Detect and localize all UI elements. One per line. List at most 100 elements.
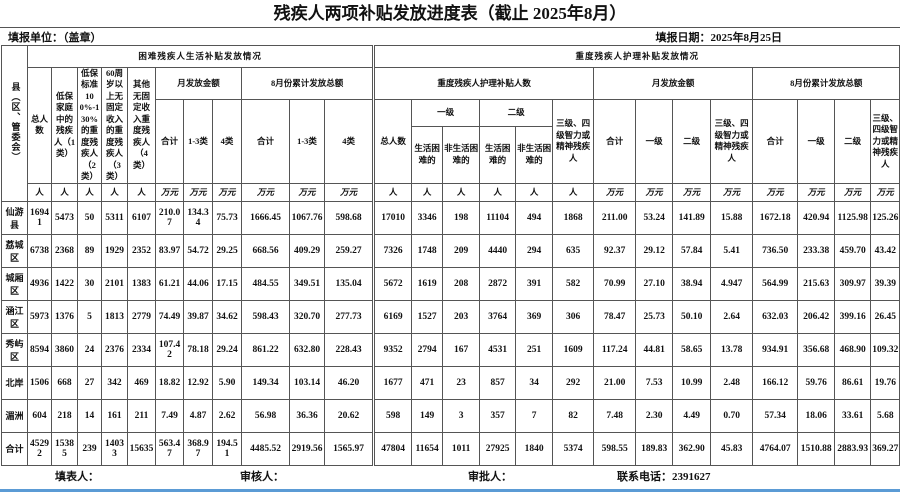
data-cell: 604 — [27, 398, 52, 433]
data-cell: 1510.88 — [797, 431, 836, 466]
data-cell: 43.42 — [870, 233, 900, 268]
row-label: 仙游县 — [1, 200, 28, 235]
data-cell: 471 — [411, 365, 444, 400]
data-cell: 2368 — [51, 233, 78, 268]
data-cell: 857 — [479, 365, 517, 400]
data-cell: 294 — [515, 233, 554, 268]
data-cell: 27 — [77, 365, 102, 400]
data-cell: 306 — [552, 299, 595, 334]
data-cell: 259.27 — [323, 233, 375, 268]
data-cell: 0.70 — [710, 398, 754, 433]
grade2-not-in-need: 非生活困难的 — [515, 125, 554, 184]
data-cell: 10.99 — [672, 365, 712, 400]
data-cell: 61.21 — [155, 266, 184, 301]
data-cell: 7 — [515, 398, 554, 433]
data-cell: 668 — [51, 365, 78, 400]
data-cell: 2376 — [101, 332, 128, 367]
unit-cell: 人 — [479, 182, 517, 202]
data-cell: 459.70 — [834, 233, 872, 268]
data-cell: 134.34 — [183, 200, 213, 235]
data-cell: 1125.98 — [834, 200, 872, 235]
data-cell: 2101 — [101, 266, 128, 301]
data-cell: 1422 — [51, 266, 78, 301]
table-row: 涵江区 5973 1376 5 1813 2779 74.49 39.87 34.62 598.4… — [1, 299, 900, 334]
data-cell: 82 — [552, 398, 595, 433]
unit-cell: 万元 — [212, 182, 242, 202]
left-cum-cat4: 4类 — [323, 99, 375, 184]
data-cell: 56.98 — [241, 398, 290, 433]
table-row: 合计 45292 15385 239 14033 15635 563.47 368.97 194… — [1, 431, 900, 466]
data-cell: 53.24 — [635, 200, 674, 235]
data-cell: 29.24 — [212, 332, 242, 367]
data-cell: 218 — [51, 398, 78, 433]
data-cell: 1527 — [411, 299, 444, 334]
data-cell: 4485.52 — [241, 431, 290, 466]
data-cell: 50 — [77, 200, 102, 235]
data-cell: 47804 — [372, 431, 413, 466]
data-cell: 368.97 — [183, 431, 213, 466]
right-count-group: 重度残疾人护理补贴人数 — [372, 67, 595, 100]
data-cell: 167 — [442, 332, 481, 367]
right-total-persons: 总人数 — [372, 99, 413, 184]
data-cell: 34.62 — [212, 299, 242, 334]
grade1-in-need: 生活困难的 — [411, 125, 444, 184]
data-cell: 632.03 — [752, 299, 799, 334]
data-cell: 420.94 — [797, 200, 836, 235]
data-cell: 149 — [411, 398, 444, 433]
data-cell: 5311 — [101, 200, 128, 235]
row-label: 城厢区 — [1, 266, 28, 301]
data-cell: 582 — [552, 266, 595, 301]
table-row: 仙游县 16941 5473 50 5311 6107 210.07 134.34 75.73 1… — [1, 200, 900, 235]
data-cell: 78.47 — [593, 299, 637, 334]
data-cell: 141.89 — [672, 200, 712, 235]
row-label: 北岸 — [1, 365, 28, 400]
data-cell: 149.34 — [241, 365, 290, 400]
data-cell: 57.34 — [752, 398, 799, 433]
data-cell: 109.32 — [870, 332, 900, 367]
data-cell: 12.92 — [183, 365, 213, 400]
unit-cell: 人 — [127, 182, 156, 202]
data-cell: 2352 — [127, 233, 156, 268]
data-cell: 15.88 — [710, 200, 754, 235]
data-cell: 5.68 — [870, 398, 900, 433]
right-cumulative-group: 8月份累计发放总额 — [752, 67, 900, 100]
unit-cell: 人 — [27, 182, 52, 202]
data-cell: 2334 — [127, 332, 156, 367]
data-cell: 15385 — [51, 431, 78, 466]
data-cell: 2.48 — [710, 365, 754, 400]
right-grade1-group: 一级 — [411, 99, 481, 127]
data-cell: 349.51 — [289, 266, 325, 301]
data-cell: 11104 — [479, 200, 517, 235]
data-cell: 14 — [77, 398, 102, 433]
data-cell: 75.73 — [212, 200, 242, 235]
data-cell: 7.48 — [593, 398, 637, 433]
data-cell: 1666.45 — [241, 200, 290, 235]
approver-label: 审批人： — [468, 470, 512, 483]
contact-phone-label: 联系电话：2391627 — [617, 470, 711, 483]
reviewer-label: 审核人： — [240, 470, 284, 483]
unit-cell: 人 — [442, 182, 481, 202]
data-cell: 203 — [442, 299, 481, 334]
data-cell: 468.90 — [834, 332, 872, 367]
data-cell: 632.80 — [289, 332, 325, 367]
data-cell: 166.12 — [752, 365, 799, 400]
col-category4: 其他无固定收入重度残疾人（4类） — [127, 67, 156, 184]
left-month-cat4: 4类 — [212, 99, 242, 184]
grade1-not-in-need: 非生活困难的 — [442, 125, 481, 184]
unit-cell: 万元 — [323, 182, 375, 202]
data-cell: 3346 — [411, 200, 444, 235]
data-cell: 194.51 — [212, 431, 242, 466]
data-cell: 8594 — [27, 332, 52, 367]
data-cell: 86.61 — [834, 365, 872, 400]
data-cell: 44.06 — [183, 266, 213, 301]
row-label: 荔城区 — [1, 233, 28, 268]
data-cell: 18.06 — [797, 398, 836, 433]
unit-cell: 人 — [515, 182, 554, 202]
data-cell: 469 — [127, 365, 156, 400]
unit-cell: 万元 — [797, 182, 836, 202]
data-cell: 38.94 — [672, 266, 712, 301]
data-cell: 30 — [77, 266, 102, 301]
data-cell: 1506 — [27, 365, 52, 400]
data-cell: 17010 — [372, 200, 413, 235]
